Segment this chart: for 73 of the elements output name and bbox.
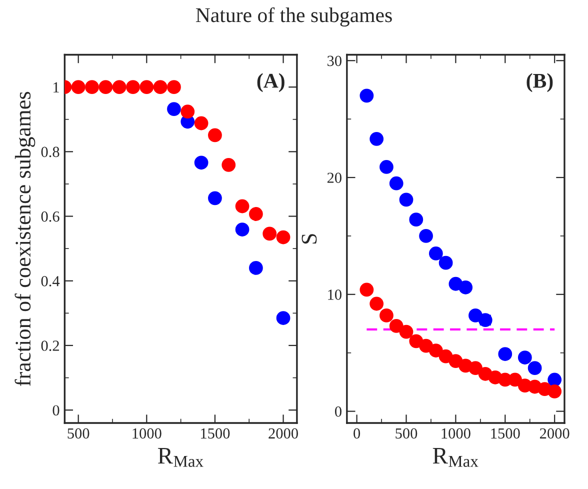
point (370, 132, 384, 146)
point (153, 80, 168, 94)
point (380, 160, 394, 174)
point (428, 246, 443, 260)
point (518, 350, 532, 364)
point (276, 230, 290, 244)
point (508, 372, 522, 387)
point (399, 192, 414, 207)
y-tick-label: 0.4 (41, 276, 60, 286)
x-tick-label: 0 (354, 428, 360, 439)
point (71, 80, 86, 94)
y-tick-label: 20 (327, 172, 342, 183)
point (498, 347, 512, 361)
x-axis-title: R$_{Max}$ (432, 448, 478, 467)
point (360, 282, 374, 297)
point (249, 261, 263, 275)
y-tick-label: 1 (54, 82, 59, 92)
annotation: (A) (257, 73, 284, 92)
x-tick-label: 500 (396, 428, 418, 439)
y-tick-label: 0.8 (41, 146, 60, 158)
y-tick-label: 0 (335, 406, 342, 417)
x-tick-label: 1500 (491, 428, 520, 439)
point (468, 361, 482, 375)
y-tick-label: 0.2 (41, 340, 59, 351)
annotation: (B) (526, 73, 553, 92)
point (194, 116, 208, 130)
y-tick-label: 30 (328, 56, 342, 66)
point (140, 80, 154, 94)
point (399, 324, 414, 339)
point (235, 222, 250, 236)
y-axis-title: S (302, 234, 317, 244)
point (419, 229, 433, 243)
point (208, 191, 222, 206)
y-tick-label: 0 (52, 405, 60, 416)
point (370, 296, 384, 311)
point (235, 199, 250, 214)
x-tick-label: 2000 (540, 428, 570, 439)
point (98, 80, 113, 94)
point (85, 80, 99, 94)
x-tick-label: 2000 (268, 428, 298, 439)
x-tick-label: 1000 (132, 428, 162, 439)
point (438, 349, 453, 364)
y-tick-label: 0.6 (41, 211, 60, 222)
point (380, 308, 394, 322)
point (262, 226, 277, 241)
x-tick-label: 1500 (201, 428, 230, 439)
chart-title: Nature of the subgames (196, 7, 392, 26)
point (194, 156, 208, 170)
y-tick-label: 10 (328, 290, 342, 300)
y-axis-title: fraction of coexistence subgames (14, 92, 36, 386)
point (548, 372, 562, 387)
point (528, 361, 542, 375)
x-tick-label: 500 (68, 428, 90, 439)
point (249, 207, 263, 221)
point (458, 280, 473, 294)
point (167, 102, 181, 116)
point (468, 308, 482, 322)
point (438, 256, 453, 270)
point (389, 176, 404, 190)
point (428, 344, 443, 358)
point (276, 311, 290, 325)
point (180, 104, 195, 119)
point (126, 80, 140, 94)
point (360, 88, 374, 103)
x-tick-label: 1000 (442, 428, 470, 439)
point (389, 319, 404, 333)
point (222, 158, 236, 172)
x-axis-title: R$_{Max}$ (158, 448, 204, 467)
point (409, 212, 424, 227)
point (112, 80, 126, 94)
point (208, 128, 222, 142)
point (548, 384, 562, 398)
point (167, 80, 181, 94)
